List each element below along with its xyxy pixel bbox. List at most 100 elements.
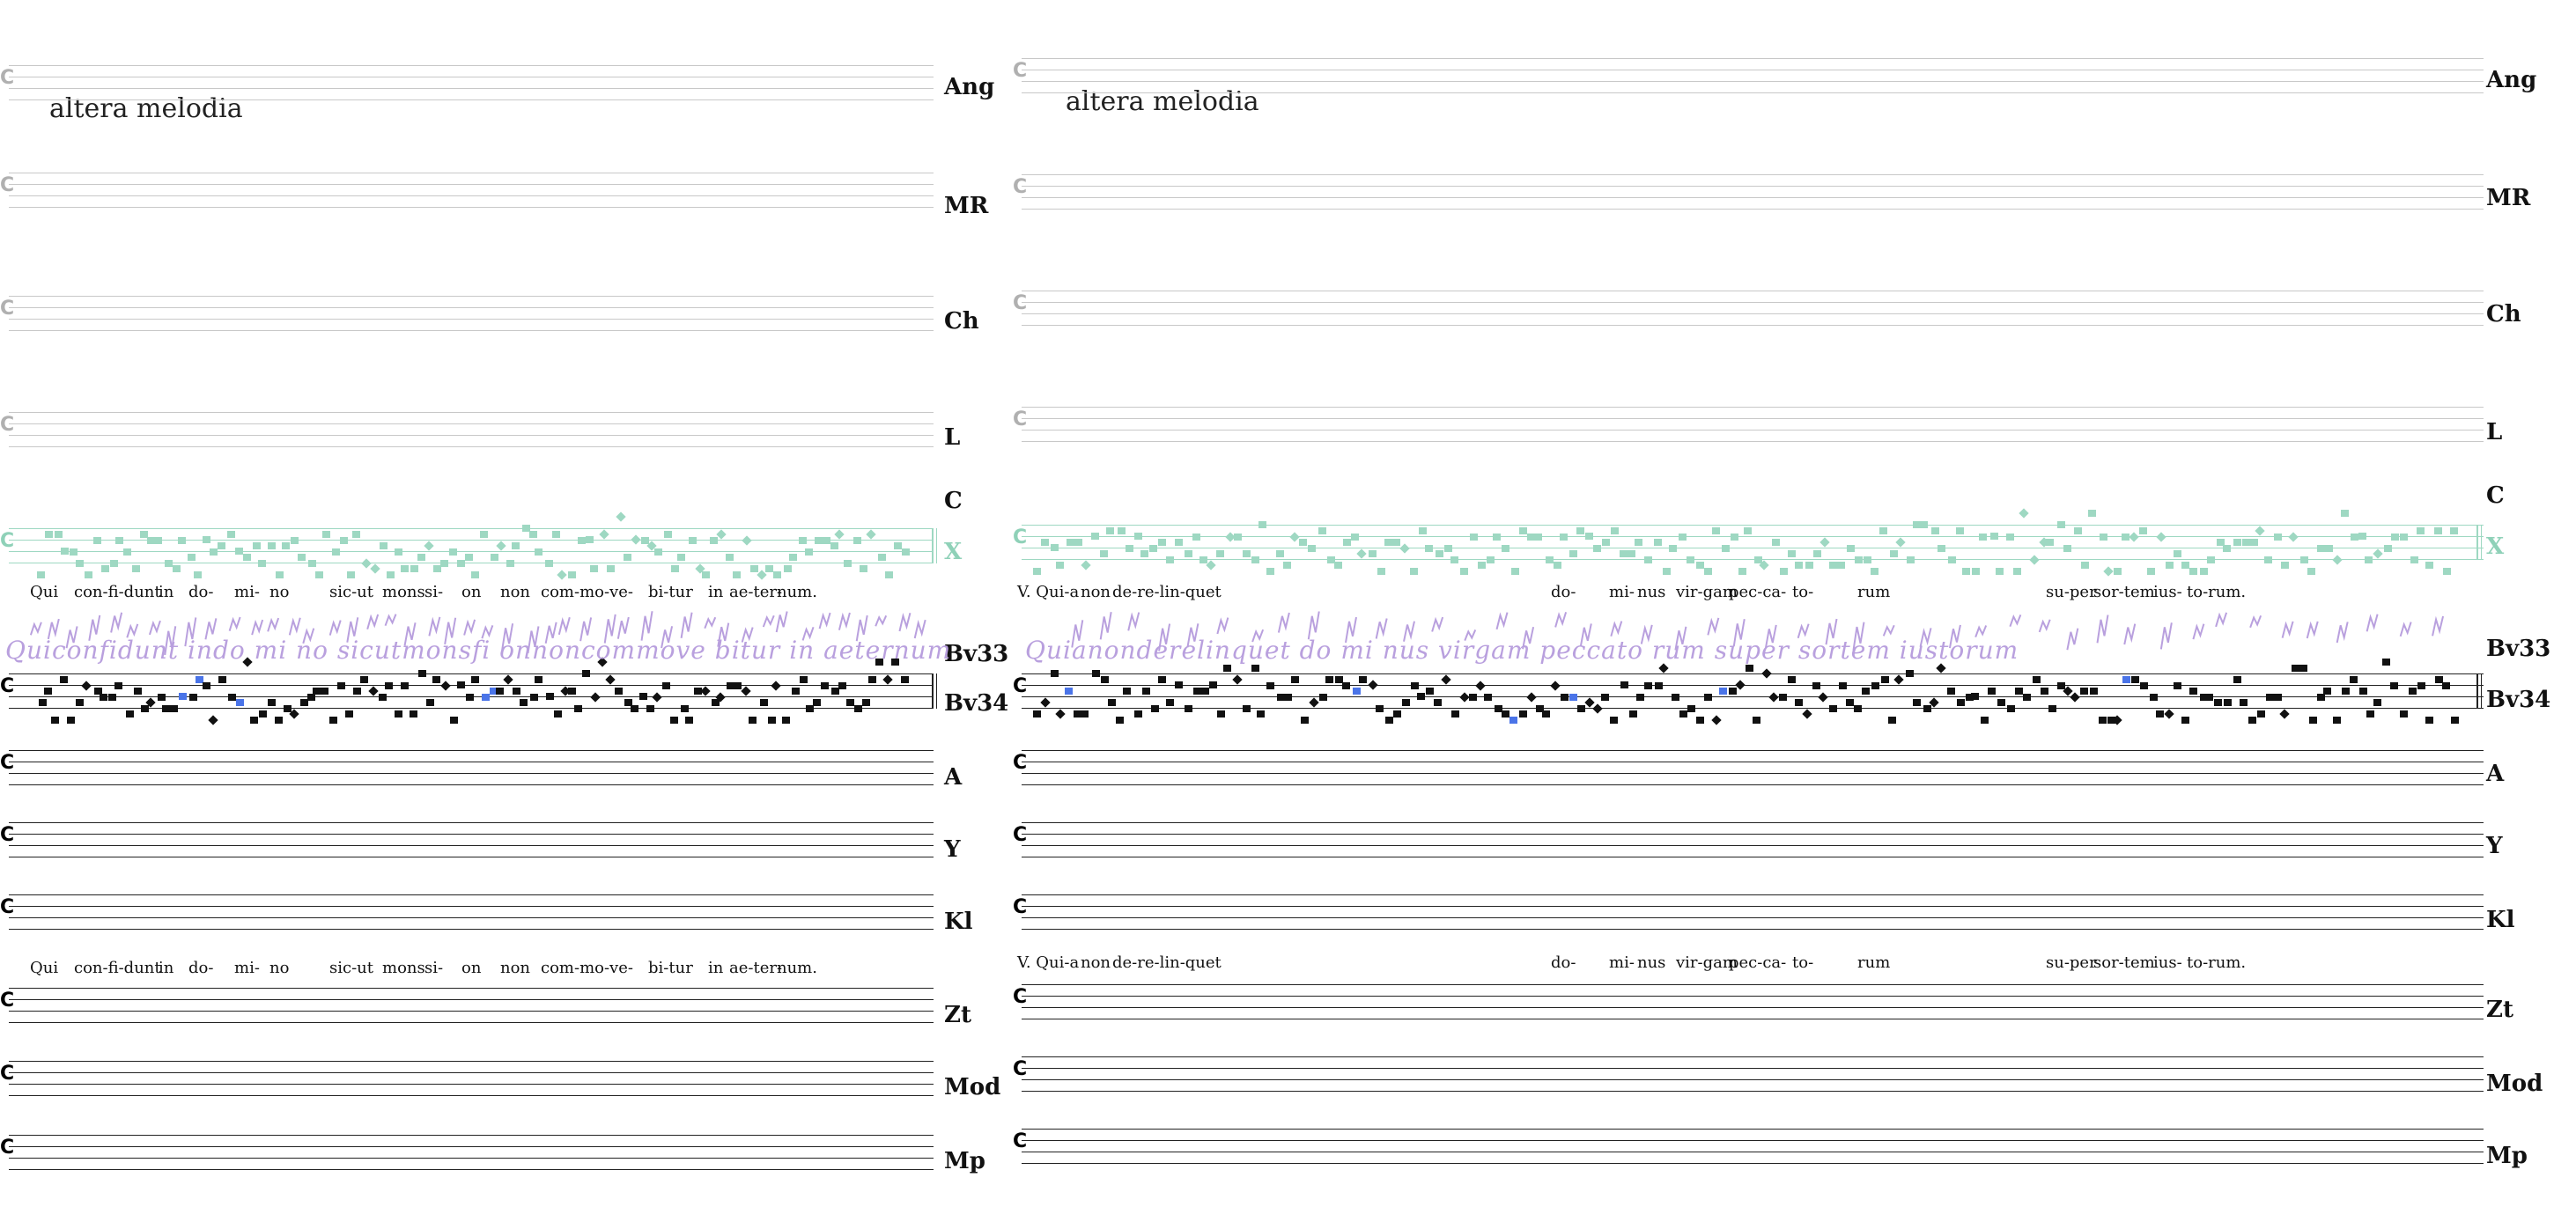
neume (670, 565, 679, 572)
neume (140, 704, 149, 712)
siglum-label: Bv33 (2486, 636, 2551, 662)
manuscript-neume-mark (1251, 629, 1265, 643)
neume (1881, 676, 1890, 683)
manuscript-neume-mark (544, 622, 557, 644)
manuscript-neume-mark (1522, 626, 1535, 650)
neume (662, 681, 671, 689)
staff-mr: C (1013, 174, 2492, 210)
neume (2048, 704, 2056, 712)
neume (1342, 681, 1351, 689)
neume (465, 554, 474, 561)
neume (2373, 699, 2382, 706)
siglum-label: MR (2486, 185, 2531, 211)
neume (2366, 710, 2374, 718)
neume (1711, 527, 1720, 534)
neume (385, 681, 394, 689)
neume (1033, 710, 1042, 718)
siglum-label: Y (2486, 833, 2503, 859)
neume (1149, 544, 1158, 552)
neume (1568, 693, 1577, 701)
neume (1334, 562, 1343, 569)
neume (733, 681, 742, 689)
neume (1518, 710, 1527, 718)
neume (178, 536, 187, 544)
neume (386, 570, 395, 578)
neume (1266, 567, 1275, 575)
neume (172, 565, 181, 572)
c-clef-icon: C (1013, 1130, 1028, 1152)
neume (854, 704, 863, 712)
neume (1854, 556, 1863, 563)
lyrics-row: Qui con-fi-dunt in do-mi-no sic-ut mons si-on n… (30, 583, 911, 604)
neume (314, 570, 323, 578)
neume (1469, 693, 1478, 701)
neume (2248, 716, 2256, 724)
neume (1889, 549, 1898, 557)
lyric-syllable: sor-tem (2093, 583, 2155, 601)
neume (574, 704, 583, 712)
manuscript-neume-mark (1579, 623, 1592, 647)
neume (685, 716, 694, 724)
neume (535, 548, 543, 556)
neume (1291, 676, 1300, 683)
neume (1829, 704, 1838, 712)
neume (878, 554, 887, 561)
neume (1056, 562, 1065, 569)
manuscript-lyrics: Quianonderelinquet do mi nus virgam pecc… (1025, 636, 2019, 665)
final-barline (936, 528, 937, 563)
neume (2200, 567, 2209, 575)
neume (1206, 560, 1217, 570)
manuscript-neume-mark (2192, 623, 2205, 640)
manuscript-neume-mark (818, 612, 831, 629)
c-clef-icon: C (1013, 60, 1028, 82)
neume (275, 570, 284, 578)
neume (258, 559, 267, 567)
manuscript-neume-mark (913, 619, 926, 639)
neume (339, 536, 348, 544)
staff-zt: C (0, 988, 942, 1024)
neume (1611, 527, 1620, 534)
neume (535, 676, 543, 683)
neume (1863, 556, 1871, 563)
neume (2233, 539, 2241, 546)
neume (157, 693, 166, 701)
neume (1703, 693, 1712, 701)
lyric-syllable: vir-gam (1676, 953, 1738, 972)
siglum-label: L (944, 424, 961, 451)
neume (844, 559, 852, 567)
neume (471, 570, 480, 578)
neume (1752, 716, 1760, 724)
neume (1257, 710, 1266, 718)
manuscript-neume-mark (1307, 611, 1320, 640)
manuscript-neume-mark (717, 622, 730, 647)
neume (394, 710, 402, 718)
manuscript-neume-mark (579, 617, 593, 642)
neume (1100, 675, 1109, 683)
lyric-syllable: con-fi-dunt (74, 959, 161, 977)
staff-mr: C (0, 173, 942, 209)
c-clef-icon: C (0, 752, 15, 774)
lyric-syllable: to-rum. (2187, 953, 2247, 972)
manuscript-neumes (1071, 611, 2445, 651)
c-clef-icon: C (1013, 408, 1028, 431)
lyric-syllable: nus (1637, 953, 1666, 972)
manuscript-neume-mark (1974, 625, 1988, 638)
manuscript-neume-mark (1707, 617, 1720, 636)
manuscript-neume-mark (251, 619, 264, 636)
neume (1996, 567, 2004, 575)
neume (1729, 688, 1738, 695)
manuscript-neume-mark (1345, 616, 1357, 644)
neume (329, 716, 338, 724)
neume (1839, 681, 1848, 689)
manuscript-neume-mark (1797, 623, 1810, 639)
manuscript-neume-mark (481, 625, 494, 639)
staff-a: C (1013, 750, 2492, 786)
neume (2149, 693, 2158, 701)
alternate-melody-label: altera melodia (49, 93, 243, 124)
neume (830, 542, 838, 549)
neume (1216, 550, 1225, 557)
neume (154, 536, 163, 544)
staff-mod: C (1013, 1056, 2492, 1093)
neume (1972, 567, 1981, 575)
neume (1989, 533, 1998, 540)
